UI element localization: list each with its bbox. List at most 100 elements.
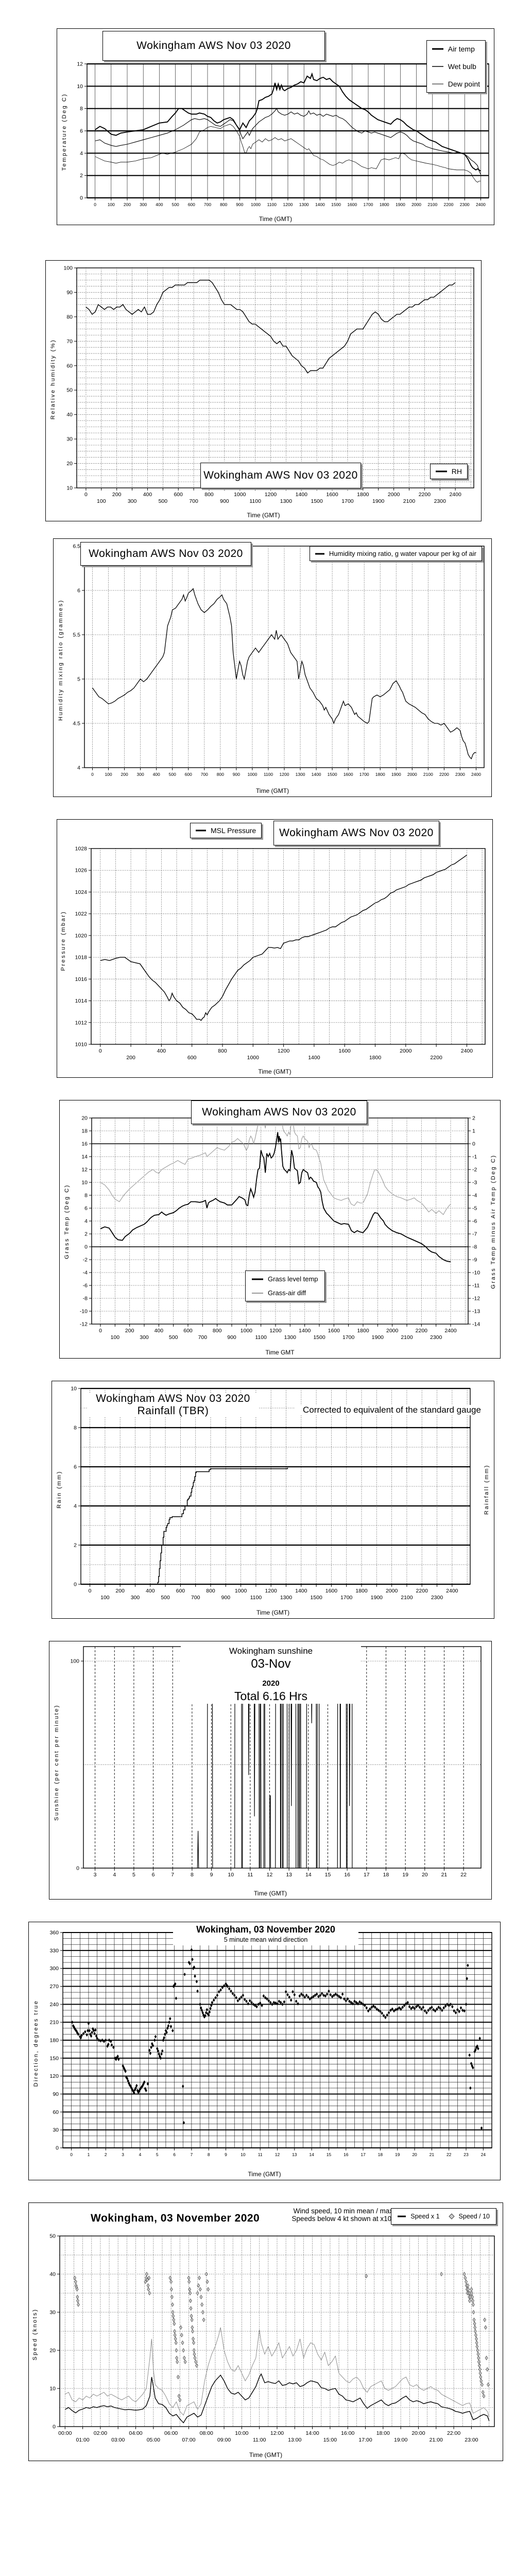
grass-temp-x-axis-label: Time GMT <box>265 1349 295 1356</box>
svg-text:500: 500 <box>169 772 176 777</box>
legend-label: Speed / 10 <box>458 2213 490 2220</box>
svg-text:1600: 1600 <box>325 1588 338 1594</box>
svg-text:9: 9 <box>210 1872 213 1878</box>
svg-text:1012: 1012 <box>75 1020 88 1026</box>
svg-text:-4: -4 <box>83 1270 88 1276</box>
svg-text:6: 6 <box>84 1206 88 1212</box>
svg-text:5: 5 <box>132 1872 135 1878</box>
svg-text:600: 600 <box>187 1055 197 1061</box>
svg-text:1300: 1300 <box>284 1334 297 1341</box>
svg-text:7: 7 <box>191 2152 193 2157</box>
temperature-title-box: Wokingham AWS Nov 03 2020 <box>102 31 325 61</box>
svg-text:0: 0 <box>94 202 96 207</box>
svg-text:-8: -8 <box>472 1244 477 1250</box>
svg-text:14:00: 14:00 <box>305 2430 319 2436</box>
svg-text:100: 100 <box>108 202 115 207</box>
svg-text:60: 60 <box>66 363 73 369</box>
svg-text:12: 12 <box>275 2152 280 2157</box>
svg-text:1014: 1014 <box>75 998 88 1004</box>
svg-text:800: 800 <box>220 202 227 207</box>
svg-text:19: 19 <box>402 1872 408 1878</box>
svg-text:0: 0 <box>70 2152 73 2157</box>
svg-text:1020: 1020 <box>75 933 88 939</box>
svg-text:1600: 1600 <box>328 1328 340 1334</box>
svg-text:17: 17 <box>360 2152 366 2157</box>
svg-text:900: 900 <box>233 772 240 777</box>
svg-text:1200: 1200 <box>280 772 289 777</box>
svg-text:22: 22 <box>460 1872 467 1878</box>
svg-text:5: 5 <box>156 2152 159 2157</box>
svg-text:20: 20 <box>412 2152 417 2157</box>
svg-text:4.5: 4.5 <box>73 721 80 727</box>
svg-text:100: 100 <box>105 772 112 777</box>
svg-text:22: 22 <box>447 2152 452 2157</box>
svg-text:12: 12 <box>81 1167 88 1173</box>
legend-label: Dew point <box>448 80 480 88</box>
svg-text:1100: 1100 <box>267 202 277 207</box>
wind-speed-note-2: Speeds below 4 kt shown at x10 scale <box>291 2215 410 2223</box>
svg-text:2100: 2100 <box>427 202 437 207</box>
wind-direction-chart: 0 1 2 3 4 5 6 7 8 9 10 11 12 13 14 15 16 17 18 19 20 21 22 23 24… <box>28 1922 501 2180</box>
svg-text:30: 30 <box>53 2127 59 2133</box>
svg-text:1700: 1700 <box>364 202 373 207</box>
svg-text:120: 120 <box>49 2073 59 2079</box>
svg-text:1600: 1600 <box>347 202 357 207</box>
svg-text:210: 210 <box>49 2020 59 2026</box>
svg-text:1028: 1028 <box>75 846 88 852</box>
svg-text:50: 50 <box>66 387 73 394</box>
svg-text:400: 400 <box>153 772 160 777</box>
svg-text:800: 800 <box>218 1048 227 1054</box>
svg-text:200: 200 <box>121 772 128 777</box>
svg-text:17: 17 <box>364 1872 370 1878</box>
svg-text:200: 200 <box>125 1328 134 1334</box>
svg-text:10: 10 <box>49 2386 56 2392</box>
svg-text:200: 200 <box>115 1588 125 1594</box>
svg-text:0: 0 <box>80 195 83 201</box>
svg-text:3: 3 <box>94 1872 97 1878</box>
svg-text:1100: 1100 <box>249 498 261 504</box>
svg-text:200: 200 <box>126 1055 135 1061</box>
svg-text:700: 700 <box>204 202 211 207</box>
svg-text:06:00: 06:00 <box>164 2430 178 2436</box>
svg-text:1800: 1800 <box>357 1328 369 1334</box>
rainfall-plot: 0100200300400500600700800900100011001200… <box>71 1386 471 1601</box>
svg-text:270: 270 <box>49 1984 59 1990</box>
svg-text:1400: 1400 <box>308 1055 320 1061</box>
svg-text:20:00: 20:00 <box>411 2430 425 2436</box>
svg-text:19: 19 <box>395 2152 400 2157</box>
chart-title: Wokingham AWS Nov 03 2020 <box>96 1393 250 1404</box>
svg-text:1000: 1000 <box>247 1055 260 1061</box>
sunshine-date: 03-Nov <box>251 1657 291 1671</box>
svg-text:2200: 2200 <box>416 1588 428 1594</box>
speed-line-icon <box>398 2215 406 2217</box>
svg-text:12:00: 12:00 <box>270 2430 284 2436</box>
legend-label: Wet bulb <box>448 62 476 71</box>
rh-line-icon <box>435 470 447 472</box>
svg-text:150: 150 <box>49 2055 59 2061</box>
svg-text:1900: 1900 <box>391 772 401 777</box>
svg-text:-8: -8 <box>83 1296 88 1302</box>
svg-text:2: 2 <box>80 173 83 179</box>
legend-label: Air temp <box>448 45 475 53</box>
temperature-plot: 0 100 200 300 400 500 600 700 800 900 1000 1100 1200… <box>77 61 489 207</box>
grass-temp-line-icon <box>252 1278 263 1280</box>
pressure-x-axis-label: Time (GMT) <box>258 1068 291 1075</box>
svg-text:1016: 1016 <box>75 976 88 982</box>
svg-text:1800: 1800 <box>369 1055 382 1061</box>
svg-text:2200: 2200 <box>416 1328 428 1334</box>
svg-text:1900: 1900 <box>371 1595 383 1601</box>
svg-text:10:00: 10:00 <box>235 2430 248 2436</box>
svg-text:4: 4 <box>139 2152 142 2157</box>
temperature-legend: Air temp Wet bulb Dew point <box>426 40 486 93</box>
svg-text:2100: 2100 <box>401 1595 413 1601</box>
svg-text:1300: 1300 <box>296 772 305 777</box>
svg-text:90: 90 <box>53 2091 59 2097</box>
svg-text:-13: -13 <box>472 1309 480 1315</box>
mixing-ratio-plot: 0 100 200 300 400 500 600 700 800 900 1000 1100 1200… <box>73 544 485 777</box>
svg-text:1100: 1100 <box>255 1334 267 1341</box>
svg-text:1: 1 <box>472 1128 475 1134</box>
chart-subtitle: 5 minute mean wind direction <box>224 1936 308 1943</box>
svg-text:02:00: 02:00 <box>94 2430 107 2436</box>
svg-text:2400: 2400 <box>461 1048 473 1054</box>
